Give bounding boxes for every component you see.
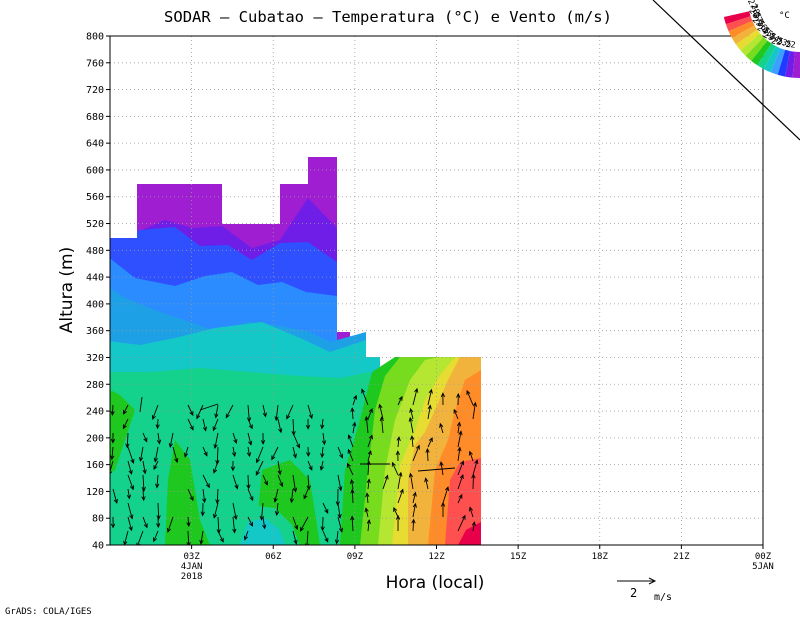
y-tick-label: 600 xyxy=(86,165,104,176)
y-tick-label: 560 xyxy=(86,192,104,203)
y-tick-label: 520 xyxy=(86,219,104,230)
x-tick-label: 5JAN xyxy=(752,562,774,572)
chart-title: SODAR – Cubatao – Temperatura (°C) e Ven… xyxy=(164,8,612,26)
x-tick-label: 03Z xyxy=(183,552,200,562)
x-tick-label: 09Z xyxy=(347,552,364,562)
y-axis-label: Altura (m) xyxy=(57,247,77,333)
wind-scale-unit: m/s xyxy=(654,592,672,603)
x-tick-label: 12Z xyxy=(428,552,445,562)
y-tick-label: 680 xyxy=(86,112,104,123)
y-tick-label: 80 xyxy=(92,514,104,525)
y-tick-label: 400 xyxy=(86,299,104,310)
y-tick-label: 120 xyxy=(86,487,104,498)
y-tick-label: 800 xyxy=(86,32,104,43)
wind-scale-value: 2 xyxy=(630,586,637,600)
colorbar-unit: °C xyxy=(779,11,790,21)
wind-arrow xyxy=(248,475,249,488)
y-tick-label: 320 xyxy=(86,353,104,364)
x-tick-label: 21Z xyxy=(673,552,690,562)
x-tick-label: 2018 xyxy=(181,572,203,582)
y-tick-label: 360 xyxy=(86,326,104,337)
x-tick-label: 06Z xyxy=(265,552,282,562)
colorbar-label: 22 xyxy=(785,40,796,51)
x-axis-label: Hora (local) xyxy=(386,573,485,593)
y-tick-label: 760 xyxy=(86,58,104,69)
y-tick-label: 640 xyxy=(86,139,104,150)
y-tick-label: 160 xyxy=(86,460,104,471)
wind-scale-key: 2 m/s xyxy=(617,578,672,603)
y-tick-label: 480 xyxy=(86,246,104,257)
x-tick-label: 15Z xyxy=(510,552,527,562)
y-tick-label: 200 xyxy=(86,433,104,444)
x-tick-label: 00Z xyxy=(755,552,772,562)
y-tick-label: 240 xyxy=(86,407,104,418)
grads-credit: GrADS: COLA/IGES xyxy=(5,607,92,617)
y-tick-label: 40 xyxy=(92,541,104,552)
y-tick-label: 280 xyxy=(86,380,104,391)
x-tick-label: 18Z xyxy=(592,552,609,562)
y-tick-label: 720 xyxy=(86,85,104,96)
x-tick-label: 4JAN xyxy=(181,562,203,572)
y-axis-ticks: 40 80 120 160 200 240 280 320 360 400 440 480 520 560… xyxy=(86,32,110,552)
y-tick-label: 440 xyxy=(86,273,104,284)
